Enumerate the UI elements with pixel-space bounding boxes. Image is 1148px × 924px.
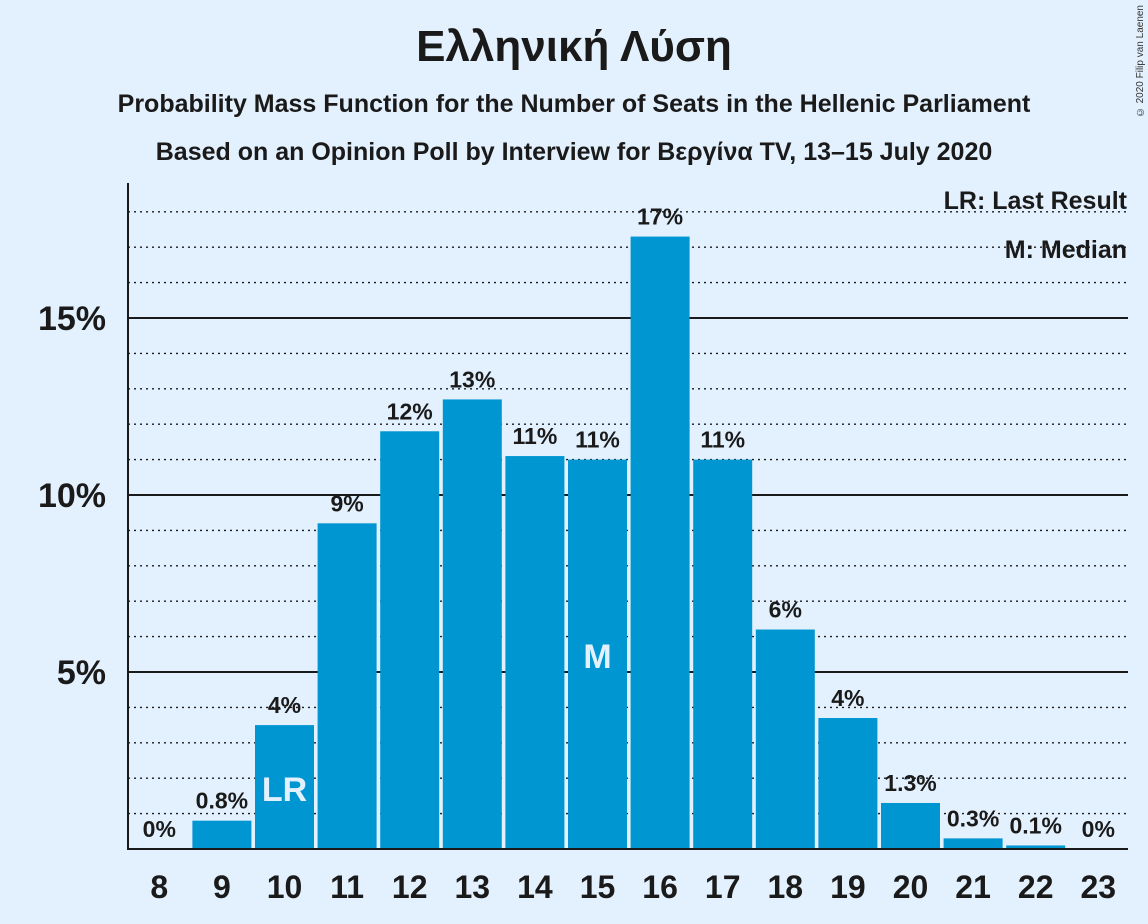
x-tick-label: 23 xyxy=(1081,869,1117,905)
data-label: 0.1% xyxy=(1009,812,1061,838)
bar-seats-21 xyxy=(943,838,1003,849)
chart-source-note: Based on an Opinion Poll by Interview fo… xyxy=(155,138,993,166)
data-label: 13% xyxy=(449,366,495,392)
data-label: 1.3% xyxy=(884,770,936,796)
x-tick-label: 14 xyxy=(517,869,553,905)
y-tick-label: 15% xyxy=(38,300,106,338)
chart-title: Ελληνική Λύση xyxy=(416,22,732,71)
bars xyxy=(192,236,1066,849)
data-label: 11% xyxy=(575,427,620,453)
bar-seats-10 xyxy=(255,725,314,849)
x-tick-label: 16 xyxy=(642,869,678,905)
data-label: 12% xyxy=(387,398,433,424)
chart-subtitle: Probability Mass Function for the Number… xyxy=(117,90,1031,118)
x-tick-label: 15 xyxy=(580,869,616,905)
data-label: 0.8% xyxy=(196,788,248,814)
last-result-marker: LR xyxy=(262,771,307,809)
data-labels: 0% 0.8% 4% 9% 12% 13% 11% 11% 17% 11% 6% 4% 1.3% 0.3%… xyxy=(143,204,1115,842)
x-tick-label: 13 xyxy=(455,869,491,905)
data-label: 17% xyxy=(637,204,683,230)
x-tick-label: 18 xyxy=(768,869,804,905)
bar-seats-20 xyxy=(881,802,940,849)
x-tick-label: 10 xyxy=(267,869,303,905)
data-label: 11% xyxy=(513,423,558,449)
bar-seats-17 xyxy=(693,459,753,849)
data-label: 4% xyxy=(831,685,864,711)
legend-last-result: LR: Last Result xyxy=(944,187,1128,215)
legend-median: M: Median xyxy=(1005,236,1127,264)
x-tick-label: 11 xyxy=(330,869,364,905)
gridlines xyxy=(128,211,1128,815)
data-label: 4% xyxy=(268,692,301,718)
bar-seats-14 xyxy=(505,456,565,849)
data-label: 11% xyxy=(700,427,745,453)
x-tick-label: 22 xyxy=(1018,869,1054,905)
y-tick-label: 10% xyxy=(38,477,106,515)
data-label: 0% xyxy=(1082,816,1115,842)
bar-seats-19 xyxy=(818,718,878,849)
median-marker: M xyxy=(583,638,611,676)
bar-seats-15 xyxy=(568,459,627,849)
x-tick-label: 8 xyxy=(150,869,168,905)
bar-seats-11 xyxy=(317,523,377,849)
bar-seats-13 xyxy=(442,399,502,849)
y-axis-ticks: 5% 10% 15% xyxy=(38,300,106,692)
data-label: 0% xyxy=(143,816,176,842)
x-tick-label: 19 xyxy=(830,869,866,905)
bar-seats-18 xyxy=(755,629,815,849)
x-tick-label: 21 xyxy=(955,869,991,905)
x-tick-label: 12 xyxy=(392,869,428,905)
data-label: 0.3% xyxy=(947,805,999,831)
x-tick-label: 17 xyxy=(705,869,741,905)
x-tick-label: 20 xyxy=(893,869,929,905)
data-label: 9% xyxy=(330,490,363,516)
bar-seats-12 xyxy=(380,431,440,849)
data-label: 6% xyxy=(769,597,802,623)
bar-seats-16 xyxy=(630,236,690,849)
x-axis-ticks: 8 9 10 11 12 13 14 15 16 17 18 19 20 21 22 23 xyxy=(150,869,1116,905)
y-tick-label: 5% xyxy=(57,654,106,692)
x-tick-label: 9 xyxy=(213,869,231,905)
bar-seats-22 xyxy=(1006,845,1066,849)
bar-seats-9 xyxy=(192,820,252,849)
